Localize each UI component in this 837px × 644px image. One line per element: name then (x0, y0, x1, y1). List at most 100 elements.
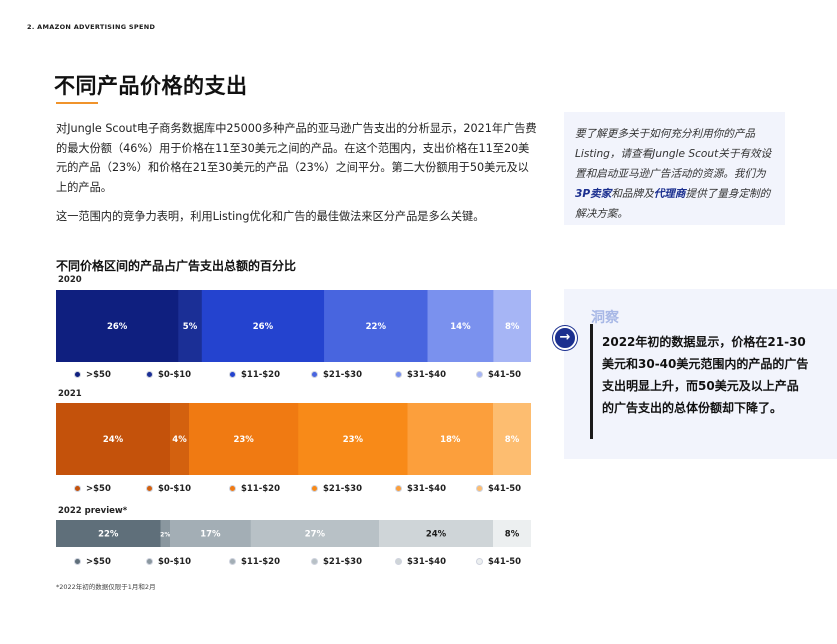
legend-label: $41-50 (488, 484, 522, 494)
legend-swatch (146, 558, 153, 565)
legend-swatch (395, 485, 402, 492)
footnote: *2022年初的数据仅限于1月和2月 (56, 583, 156, 591)
data-label: 18% (440, 435, 461, 445)
legend-swatch (74, 485, 81, 492)
link-3p-sellers[interactable]: 3P卖家 (575, 188, 612, 200)
intro-paragraph: 对Jungle Scout电子商务数据库中25000多种产品的亚马逊广告支出的分… (56, 122, 537, 194)
data-label: 8% (505, 530, 520, 540)
legend-label: $41-50 (488, 557, 522, 567)
legend-item: $41-50 (476, 557, 521, 567)
legend-label: $31-$40 (407, 557, 447, 567)
legend-label: $0-$10 (158, 484, 192, 494)
legend-swatch (476, 485, 483, 492)
legend-item: >$50 (74, 557, 111, 567)
legend-item: $21-$30 (311, 557, 362, 567)
series-label: 2020 (58, 275, 82, 285)
legend-item: $0-$10 (146, 484, 191, 494)
legend-swatch (229, 558, 236, 565)
legend-swatch (476, 558, 483, 565)
legend-item: $11-$20 (229, 557, 280, 567)
link-agencies[interactable]: 代理商 (653, 188, 686, 200)
legend-label: $11-$20 (241, 370, 281, 380)
data-label: 24% (103, 435, 124, 445)
legend-label: $11-$20 (241, 557, 281, 567)
data-label: 23% (233, 435, 254, 445)
data-label: 8% (505, 435, 520, 445)
data-label: 23% (343, 435, 364, 445)
bar-segment (250, 520, 380, 547)
stacked-bar: 24% 4% 23% 23% 18% 8% (56, 403, 531, 475)
chart-title: 不同价格区间的产品占广告支出总额的百分比 (56, 259, 297, 273)
title-underline (56, 102, 98, 104)
legend-label: >$50 (86, 484, 111, 494)
legend-label: $31-$40 (407, 370, 447, 380)
data-label: 14% (450, 322, 471, 332)
legend-item: $21-$30 (311, 370, 362, 380)
legend-label: $31-$40 (407, 484, 447, 494)
legend-label: $21-$30 (323, 370, 363, 380)
legend: >$50 $0-$10 $11-$20 $21-$30 $31-$40 $41-50 (56, 484, 534, 496)
bar-segment (56, 520, 161, 547)
data-label: 5% (183, 322, 198, 332)
legend-item: $31-$40 (395, 557, 446, 567)
bar-segment (170, 520, 252, 547)
legend-item: $11-$20 (229, 484, 280, 494)
data-label: 22% (366, 322, 387, 332)
legend-swatch (74, 558, 81, 565)
data-label: 22% (98, 530, 119, 540)
legend-label: >$50 (86, 370, 111, 380)
legend-swatch (395, 371, 402, 378)
bar-segment (170, 403, 190, 475)
bar-segment (189, 403, 299, 475)
stacked-bar: 26% 5% 26% 22% 14% 8% (56, 290, 531, 362)
data-label: 24% (426, 530, 447, 540)
stacked-bar: 22% 2% 17% 27% 24% 8% (56, 520, 531, 547)
insight-tag: 洞察 (591, 310, 619, 326)
series-label: 2021 (58, 389, 82, 399)
legend-label: $41-50 (488, 370, 522, 380)
legend-swatch (311, 485, 318, 492)
resources-callout: 要了解更多关于如何充分利用你的产品Listing，请查看Jungle Scout… (564, 112, 785, 225)
legend-label: $0-$10 (158, 370, 192, 380)
bar-segment (493, 290, 531, 362)
legend-label: $11-$20 (241, 484, 281, 494)
data-label: 2% (160, 532, 170, 539)
resources-callout-text: 要了解更多关于如何充分利用你的产品Listing，请查看Jungle Scout… (575, 128, 772, 220)
legend-item: >$50 (74, 484, 111, 494)
bar-segment (56, 290, 179, 362)
page-title: 不同产品价格的支出 (54, 74, 248, 98)
legend-swatch (146, 485, 153, 492)
legend-item: $21-$30 (311, 484, 362, 494)
legend-swatch (229, 371, 236, 378)
bar-segment (427, 290, 494, 362)
arrow-right-circle-icon: → (553, 326, 577, 350)
bar-segment (407, 403, 494, 475)
legend-item: $11-$20 (229, 370, 280, 380)
legend-swatch (395, 558, 402, 565)
legend-swatch (311, 558, 318, 565)
legend-item: $41-50 (476, 370, 521, 380)
legend-item: >$50 (74, 370, 111, 380)
data-label: 27% (305, 530, 326, 540)
bar-segment (493, 403, 531, 475)
bar-segment (493, 520, 531, 547)
bar-segment (178, 290, 203, 362)
data-label: 26% (107, 322, 128, 332)
legend-swatch (229, 485, 236, 492)
data-label: 8% (505, 322, 520, 332)
legend-label: $0-$10 (158, 557, 192, 567)
legend-label: >$50 (86, 557, 111, 567)
bar-segment (379, 520, 494, 547)
series-label: 2022 preview* (58, 506, 128, 516)
intro-paragraph-2: 这一范围内的竞争力表明，利用Listing优化和广告的最佳做法来区分产品是多么关… (56, 210, 485, 223)
bar-segment (324, 290, 428, 362)
legend-item: $41-50 (476, 484, 521, 494)
legend-swatch (311, 371, 318, 378)
legend-label: $21-$30 (323, 557, 363, 567)
legend-item: $31-$40 (395, 484, 446, 494)
legend-item: $31-$40 (395, 370, 446, 380)
legend-swatch (146, 371, 153, 378)
insight-text: 2022年初的数据显示，价格在21-30美元和30-40美元范围内的产品的广告支… (602, 335, 809, 415)
legend-swatch (74, 371, 81, 378)
insight-callout: 洞察 → 2022年初的数据显示，价格在21-30美元和30-40美元范围内的产… (553, 289, 837, 459)
